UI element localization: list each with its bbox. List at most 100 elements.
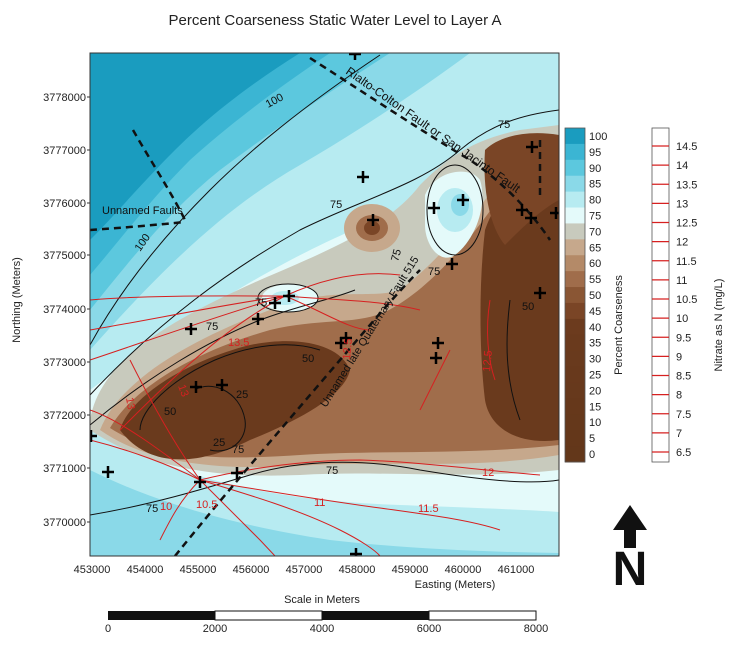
nitrate-legend-label: 11.5 [676, 256, 697, 268]
coarseness-label: 100 [589, 131, 607, 143]
scale-tick: 8000 [524, 623, 548, 635]
coarseness-swatch [565, 255, 585, 272]
contour-100 [90, 54, 381, 346]
coarseness-swatch [565, 382, 585, 399]
north-arrow: N [613, 505, 647, 596]
coarseness-label: 15 [589, 401, 601, 413]
scale-segment [214, 610, 323, 621]
coarse-band-100 [90, 53, 300, 240]
y-tick: 3771000 [43, 463, 86, 475]
scale-segment [428, 610, 537, 621]
x-tick: 457000 [286, 564, 323, 576]
nitrate-legend-lines [652, 145, 669, 453]
y-tick: 3778000 [43, 92, 86, 104]
nitrate-11 [199, 479, 381, 556]
unnamed-faults-label: Unnamed Faults [102, 205, 183, 217]
scale-title: Scale in Meters [284, 594, 360, 606]
coarseness-label: 70 [589, 226, 601, 238]
nitrate-legend-label: 12.5 [676, 218, 697, 230]
nitrate-legend-label: 13.5 [676, 179, 697, 191]
y-axis-label: Northing (Meters) [11, 257, 23, 343]
well-markers [90, 53, 559, 556]
coarseness-swatch [565, 207, 585, 224]
unnamed-fault-1 [131, 129, 187, 221]
coarseness-labels: 1009590858075706560555045403530252015105… [589, 131, 607, 461]
nitrate-legend-label: 8.5 [676, 371, 691, 383]
contour-75-south [90, 461, 559, 516]
contour-75-island [426, 164, 484, 256]
contour-label-50-c: 50 [522, 301, 534, 313]
coarseness-swatch [565, 223, 585, 240]
coarseness-swatch [565, 318, 585, 336]
nitrate-legend: 14.5 14 13.5 13 12.5 12 11.5 11 10.5 10 9.5 9 8.5 8 7.… [651, 127, 725, 463]
coarseness-swatch [565, 175, 585, 193]
coarseness-label: 80 [589, 195, 601, 207]
scale-tick: 4000 [310, 623, 334, 635]
y-tick: 3770000 [43, 517, 86, 529]
nitrate-label-12-5-a: 12.5 [481, 350, 495, 372]
nitrate-label-11-5: 11.5 [418, 503, 439, 515]
y-tick: 3775000 [43, 250, 86, 262]
map-title: Percent Coarseness Static Water Level to… [169, 12, 502, 29]
coarseness-label: 30 [589, 354, 601, 366]
coarseness-legend: 1009590858075706560555045403530252015105… [564, 127, 625, 463]
contour-label-25-b: 25 [236, 389, 248, 401]
x-tick: 454000 [127, 564, 164, 576]
coarseness-swatch [565, 366, 585, 383]
coarseness-label: 40 [589, 322, 601, 334]
coarseness-swatch [565, 239, 585, 256]
contour-label-75-b: 75 [330, 199, 342, 211]
contour-25 [194, 385, 246, 452]
scale-bar: Scale in Meters 0 2000 4000 6000 8000 [105, 594, 548, 635]
coarseness-swatch [565, 334, 585, 352]
nitrate-legend-labels: 14.5 14 13.5 13 12.5 12 11.5 11 10.5 10 9.5 9 8.5 8 7.… [676, 141, 697, 459]
coarseness-swatch [565, 128, 585, 145]
contour-label-75-e: 75 [255, 297, 267, 309]
contour-75-west [90, 289, 356, 426]
x-tick: 455000 [180, 564, 217, 576]
nitrate-11-5 [199, 479, 501, 531]
scale-segment [322, 611, 429, 620]
map-frame [89, 52, 560, 557]
unnamed-fault-2 [90, 220, 186, 232]
y-tick-marks [87, 96, 90, 523]
scale-segment [108, 611, 215, 620]
coarseness-swatch [565, 350, 585, 368]
coarse-band-85-south [90, 470, 559, 556]
coarseness-swatch [565, 414, 585, 431]
coarseness-label: 85 [589, 179, 601, 191]
contour-label-75-a: 75 [498, 119, 510, 131]
x-axis: 453000 454000 455000 456000 457000 45800… [74, 564, 535, 576]
nitrate-legend-label: 6.5 [676, 447, 691, 459]
coarseness-swatch [565, 143, 585, 161]
nitrate-label-13-5: 13.5 [228, 337, 249, 349]
scale-tick: 2000 [203, 623, 227, 635]
nitrate-label-10: 10 [160, 501, 172, 513]
nitrate-label-11: 11 [314, 497, 325, 509]
coarseness-swatch [565, 302, 585, 320]
nitrate-legend-label: 11 [676, 275, 687, 287]
coarseness-label: 90 [589, 163, 601, 175]
coarseness-label: 45 [589, 306, 601, 318]
coarseness-label: 25 [589, 370, 601, 382]
x-tick: 458000 [339, 564, 376, 576]
contour-label-50-b: 50 [164, 406, 176, 418]
coarseness-swatch [565, 271, 585, 288]
contour-label-75-c: 75 [389, 248, 404, 263]
y-axis: 3778000 3777000 3776000 3775000 3774000 … [43, 92, 86, 529]
contour-label-25-a: 25 [213, 437, 225, 449]
coarseness-swatch [565, 446, 585, 463]
nitrate-line-1 [90, 295, 286, 301]
coarseness-legend-title: Percent Coarseness [613, 275, 625, 375]
coarseness-label: 20 [589, 385, 601, 397]
x-tick: 461000 [498, 564, 535, 576]
nitrate-east [487, 299, 496, 381]
coarse-dark-sw [120, 341, 350, 460]
map-area: 100 100 75 75 75 75 75 75 75 75 75 50 50… [90, 53, 559, 556]
nitrate-legend-label: 10.5 [676, 294, 697, 306]
nitrate-legend-label: 7.5 [676, 409, 691, 421]
coarseness-label: 95 [589, 147, 601, 159]
nitrate-legend-title: Nitrate as N (mg/L) [713, 279, 725, 372]
x-tick: 453000 [74, 564, 111, 576]
coarseness-label: 50 [589, 290, 601, 302]
